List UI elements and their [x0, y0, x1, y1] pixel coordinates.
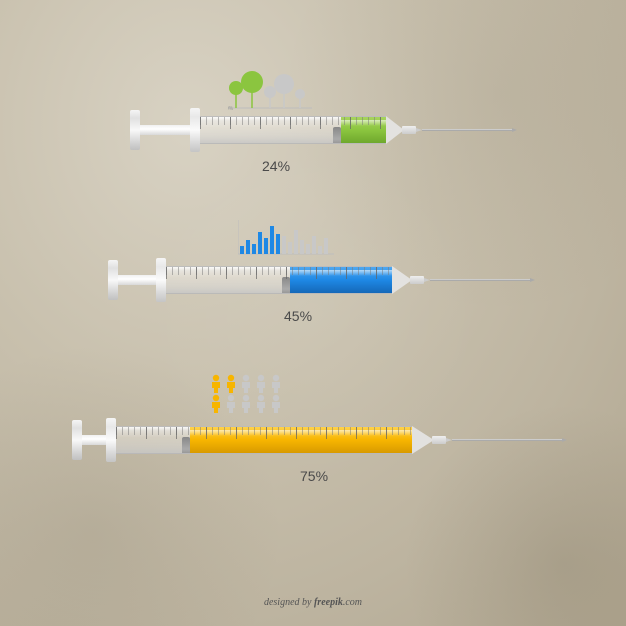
needle: [422, 129, 512, 131]
nozzle: [412, 426, 434, 454]
plunger-cap: [130, 110, 140, 150]
plunger-rod: [140, 125, 196, 135]
barrel-ticks-major: [200, 117, 386, 129]
percent-label-1: 24%: [262, 158, 290, 174]
plunger-cap: [108, 260, 118, 300]
attribution-prefix: designed by: [264, 597, 314, 608]
needle: [430, 279, 530, 281]
attribution: designed by freepik.com: [0, 597, 626, 608]
barrel: [116, 426, 412, 454]
syringe-1: [130, 108, 490, 152]
syringe-3: [72, 418, 552, 462]
plunger-head: [282, 277, 290, 294]
percent-label-3: 75%: [300, 468, 328, 484]
attribution-brand: freepik: [314, 597, 343, 608]
barrel: [200, 116, 386, 144]
barrel-flange: [106, 418, 116, 462]
needle-hub: [402, 126, 416, 134]
barrel-flange: [156, 258, 166, 302]
barrel-flange: [190, 108, 200, 152]
barrel-ticks-major: [166, 267, 392, 279]
mini-chart-trees: 0%: [228, 70, 308, 110]
syringe-2: [108, 258, 518, 302]
barrel: [166, 266, 392, 294]
percent-label-2: 45%: [284, 308, 312, 324]
plunger-head: [333, 127, 341, 144]
needle-hub: [432, 436, 446, 444]
barrel-ticks-major: [116, 427, 412, 439]
needle: [452, 439, 562, 441]
mini-chart-people: [210, 374, 350, 414]
plunger-head: [182, 437, 190, 454]
needle-hub: [410, 276, 424, 284]
mini-chart-bars: [238, 216, 334, 256]
attribution-suffix: .com: [343, 597, 362, 608]
nozzle: [392, 266, 412, 294]
plunger-cap: [72, 420, 82, 460]
